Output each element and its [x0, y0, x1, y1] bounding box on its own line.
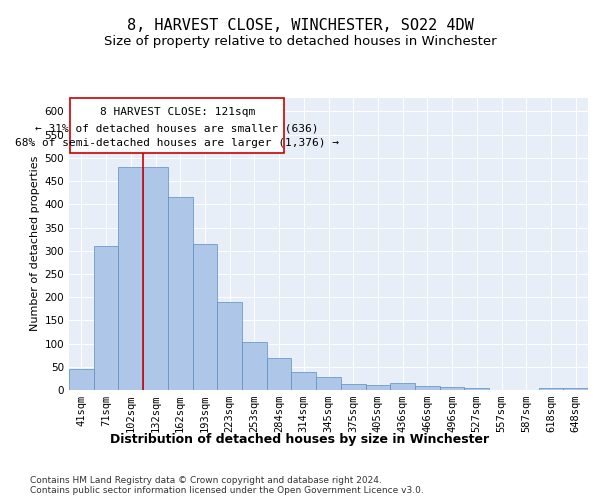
- Bar: [193, 244, 217, 390]
- Bar: [69, 368, 94, 390]
- Text: 68% of semi-detached houses are larger (1,376) →: 68% of semi-detached houses are larger (…: [15, 138, 339, 148]
- Bar: [415, 386, 440, 390]
- Y-axis label: Number of detached properties: Number of detached properties: [30, 156, 40, 332]
- Bar: [539, 388, 563, 390]
- Bar: [217, 302, 242, 390]
- Bar: [365, 385, 390, 390]
- Text: ← 31% of detached houses are smaller (636): ← 31% of detached houses are smaller (63…: [35, 123, 319, 133]
- Bar: [267, 358, 292, 390]
- Bar: [563, 388, 588, 390]
- Bar: [464, 388, 489, 390]
- Bar: [440, 387, 464, 390]
- Text: Distribution of detached houses by size in Winchester: Distribution of detached houses by size …: [110, 432, 490, 446]
- Bar: [390, 383, 415, 390]
- Text: 8 HARVEST CLOSE: 121sqm: 8 HARVEST CLOSE: 121sqm: [100, 107, 255, 117]
- Text: Contains HM Land Registry data © Crown copyright and database right 2024.
Contai: Contains HM Land Registry data © Crown c…: [30, 476, 424, 495]
- Bar: [94, 246, 118, 390]
- FancyBboxPatch shape: [70, 98, 284, 153]
- Bar: [143, 167, 168, 390]
- Bar: [242, 342, 267, 390]
- Bar: [316, 377, 341, 390]
- Bar: [341, 384, 365, 390]
- Bar: [292, 372, 316, 390]
- Text: 8, HARVEST CLOSE, WINCHESTER, SO22 4DW: 8, HARVEST CLOSE, WINCHESTER, SO22 4DW: [127, 18, 473, 32]
- Text: Size of property relative to detached houses in Winchester: Size of property relative to detached ho…: [104, 35, 496, 48]
- Bar: [168, 198, 193, 390]
- Bar: [118, 167, 143, 390]
